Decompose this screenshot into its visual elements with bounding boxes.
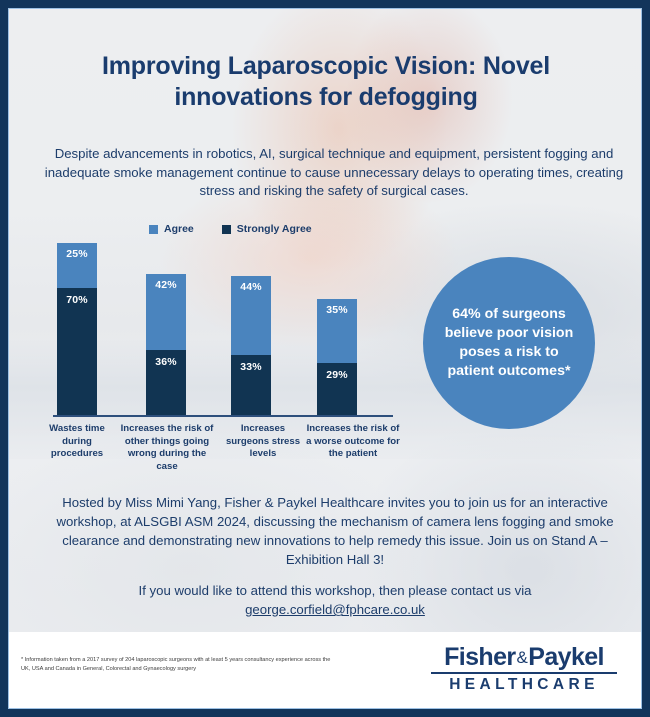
bar-column: 25% 70% bbox=[57, 243, 97, 415]
bar-value-label: 70% bbox=[66, 294, 88, 307]
category-label: Increases surgeons stress levels bbox=[225, 423, 301, 460]
bar-value-label: 44% bbox=[240, 280, 262, 293]
bar-segment-strongly-agree: 70% bbox=[57, 288, 97, 415]
bar-segment-agree: 25% bbox=[57, 243, 97, 289]
footer-band: * Information taken from a 2017 survey o… bbox=[9, 632, 641, 708]
legend-label-strongly-agree: Strongly Agree bbox=[236, 223, 312, 235]
poster-frame: Improving Laparoscopic Vision: Novel inn… bbox=[8, 8, 642, 709]
bar-value-label: 42% bbox=[155, 278, 177, 291]
poster-content: Improving Laparoscopic Vision: Novel inn… bbox=[9, 9, 641, 708]
intro-paragraph: Despite advancements in robotics, AI, su… bbox=[44, 146, 624, 199]
bar-value-label: 25% bbox=[66, 248, 88, 261]
chart-axis-line bbox=[53, 415, 393, 417]
bar-segment-agree: 42% bbox=[146, 273, 186, 350]
bar-column: 42% 36% bbox=[146, 273, 186, 415]
brand-logo-tagline: HEALTHCARE bbox=[449, 676, 599, 694]
bar-segment-agree: 44% bbox=[231, 275, 271, 356]
bar-segment-strongly-agree: 33% bbox=[231, 355, 271, 415]
category-label: Increases the risk of a worse outcome fo… bbox=[306, 423, 400, 460]
brand-logo-name: Fisher&Paykel bbox=[429, 644, 619, 670]
chart-legend: Agree Strongly Agree bbox=[149, 223, 312, 235]
legend-label-agree: Agree bbox=[164, 223, 194, 235]
ampersand-icon: & bbox=[516, 648, 528, 667]
contact-email-link[interactable]: george.corfield@fphcare.co.uk bbox=[245, 602, 425, 618]
legend-item-strongly-agree: Strongly Agree bbox=[221, 223, 312, 235]
brand-name-left: Fisher bbox=[444, 643, 516, 671]
brand-name-right: Paykel bbox=[528, 643, 604, 671]
brand-logo-divider bbox=[431, 672, 617, 675]
chart-category-labels: Wastes time during procedures Increases … bbox=[31, 423, 411, 479]
legend-swatch-strongly-agree bbox=[221, 224, 231, 234]
bar-value-label: 36% bbox=[155, 355, 177, 368]
category-label: Increases the risk of other things going… bbox=[120, 423, 214, 472]
bar-value-label: 35% bbox=[326, 304, 348, 317]
legend-item-agree: Agree bbox=[149, 223, 194, 235]
bar-segment-agree: 35% bbox=[317, 299, 357, 363]
bar-segment-strongly-agree: 36% bbox=[146, 349, 186, 415]
statistic-callout-text: 64% of surgeons believe poor vision pose… bbox=[444, 305, 574, 380]
workshop-description: Hosted by Miss Mimi Yang, Fisher & Payke… bbox=[56, 495, 614, 567]
bar-column: 44% 33% bbox=[231, 275, 271, 415]
legend-swatch-agree bbox=[149, 224, 158, 234]
contact-block: If you would like to attend this worksho… bbox=[69, 581, 601, 619]
bar-value-label: 29% bbox=[326, 368, 348, 381]
footnote-text: * Information taken from a 2017 survey o… bbox=[21, 657, 331, 673]
page-title: Improving Laparoscopic Vision: Novel inn… bbox=[102, 52, 550, 111]
chart-plot-area: 25% 70% 42% 36% 44% 33% 35% 29% bbox=[31, 243, 411, 415]
survey-bar-chart: Agree Strongly Agree 25% 70% 42% 36% bbox=[31, 217, 411, 477]
category-label: Wastes time during procedures bbox=[49, 423, 105, 460]
bar-column: 35% 29% bbox=[317, 299, 357, 415]
bar-segment-strongly-agree: 29% bbox=[317, 362, 357, 415]
bar-value-label: 33% bbox=[240, 361, 262, 374]
statistic-callout-circle: 64% of surgeons believe poor vision pose… bbox=[423, 257, 595, 429]
brand-logo: Fisher&Paykel HEALTHCARE bbox=[429, 644, 619, 693]
contact-text: If you would like to attend this worksho… bbox=[138, 583, 532, 598]
